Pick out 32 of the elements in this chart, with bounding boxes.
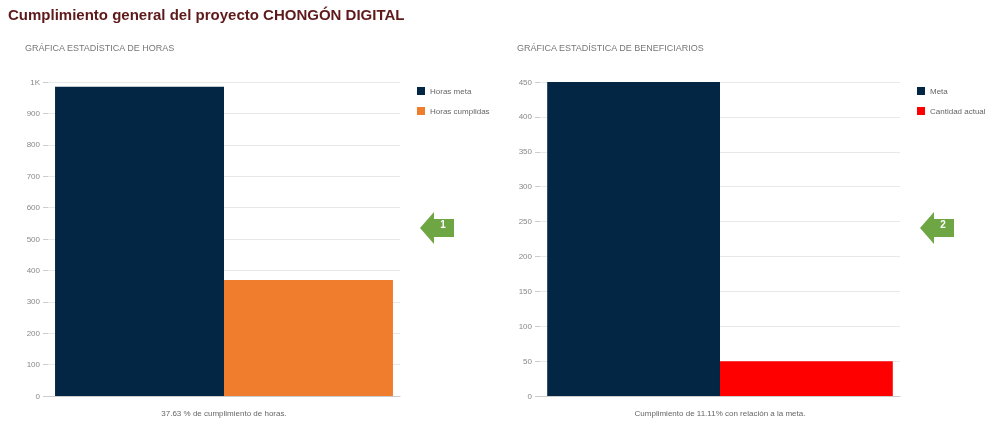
legend-label: Horas meta	[430, 86, 472, 96]
y-tick-label: 500	[26, 234, 41, 244]
arrow-icon: 1	[420, 210, 456, 246]
y-tick-label: 150	[518, 286, 533, 296]
chart-title: Cumplimiento general del proyecto CHONGÓN DIGITAL	[8, 6, 405, 23]
chart-title: GRÁFICA ESTADÍSTICA DE BENEFICIARIOS	[517, 42, 704, 53]
y-tick-label: 100	[518, 321, 533, 331]
x-axis-title: 37.63 % de cumplimiento de horas.	[161, 408, 287, 418]
y-tick-label: 50	[523, 356, 533, 366]
y-tick-label: 400	[518, 112, 533, 122]
legend-label: Cantidad actual	[930, 106, 986, 116]
y-tick-label: 400	[26, 265, 41, 275]
y-tick-label: 0	[527, 391, 533, 401]
chart-subtitle: GRÁFICA ESTADÍSTICA DE HORAS	[25, 42, 175, 53]
x-axis-title: Cumplimiento de 11.11% con relación a la meta.	[634, 408, 806, 418]
y-tick-label: 900	[26, 108, 41, 118]
y-tick-label: 250	[518, 217, 533, 227]
legend-label: Meta	[930, 86, 949, 96]
y-tick-label: 800	[26, 140, 41, 150]
y-tick-label: 300	[26, 297, 41, 307]
y-tick-label: 450	[518, 77, 533, 87]
y-tick-label: 200	[26, 328, 41, 338]
y-tick-label: 700	[26, 171, 41, 181]
arrow-icon: 2	[920, 210, 956, 246]
y-tick-label: 350	[518, 147, 533, 157]
y-tick-label: 100	[26, 360, 41, 370]
y-tick-label: 600	[26, 203, 41, 213]
y-tick-label: 200	[518, 252, 533, 261]
legend-label: Horas cumplidas	[430, 106, 490, 116]
y-tick-label: 300	[518, 182, 533, 192]
y-tick-label: 0	[35, 391, 41, 401]
y-tick-label: 1K	[30, 77, 41, 87]
